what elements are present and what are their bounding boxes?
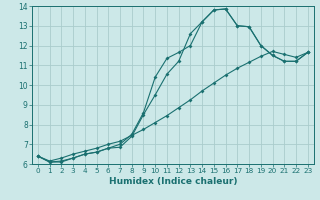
X-axis label: Humidex (Indice chaleur): Humidex (Indice chaleur): [108, 177, 237, 186]
